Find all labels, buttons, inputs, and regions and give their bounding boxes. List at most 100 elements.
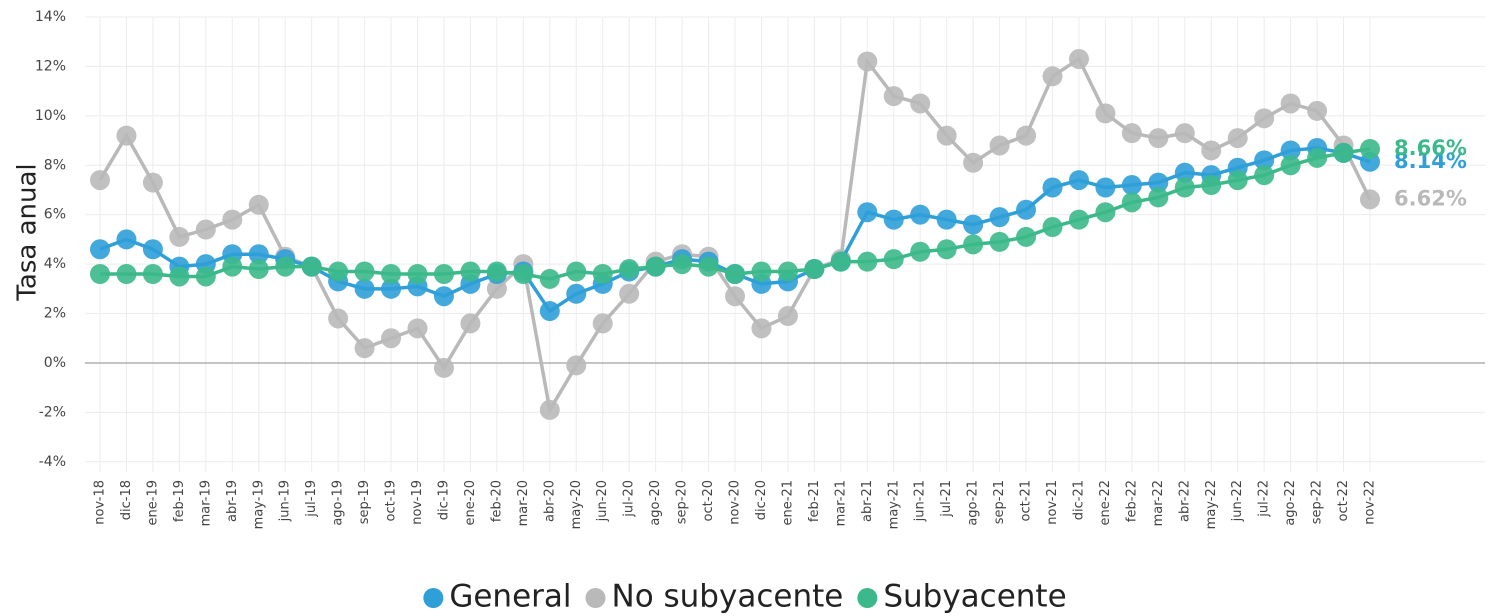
data-point bbox=[777, 261, 798, 282]
data-point bbox=[777, 305, 798, 326]
x-tick-label: nov-18 bbox=[93, 480, 108, 525]
data-point bbox=[142, 172, 163, 193]
data-point bbox=[1042, 177, 1063, 198]
legend-label: No subyacente bbox=[612, 579, 844, 615]
series: 6.62% bbox=[90, 49, 1467, 420]
data-point bbox=[513, 263, 534, 284]
y-tick-label: 0% bbox=[44, 355, 66, 371]
data-point bbox=[248, 194, 269, 215]
data-point bbox=[725, 263, 745, 284]
data-point bbox=[460, 261, 481, 282]
x-tick-label: mar-20 bbox=[516, 480, 531, 526]
data-point bbox=[1042, 66, 1063, 87]
x-tick-label: oct-20 bbox=[701, 480, 716, 521]
data-point bbox=[1227, 128, 1248, 149]
x-tick-label: sep-21 bbox=[992, 480, 1007, 524]
data-point bbox=[883, 249, 904, 270]
data-point bbox=[222, 209, 243, 230]
data-point bbox=[1068, 170, 1089, 191]
x-tick-label: jul-21 bbox=[939, 480, 954, 518]
data-point bbox=[645, 256, 666, 277]
data-point bbox=[751, 318, 772, 339]
data-point bbox=[698, 256, 719, 277]
data-point bbox=[989, 207, 1010, 228]
data-point bbox=[1280, 140, 1301, 161]
x-tick-label: dic-21 bbox=[1071, 480, 1086, 520]
data-point bbox=[1068, 49, 1089, 70]
data-point bbox=[1307, 100, 1328, 121]
x-tick-label: mar-21 bbox=[833, 480, 848, 526]
data-point bbox=[301, 256, 322, 277]
x-tick-label: feb-22 bbox=[1124, 480, 1139, 522]
data-point bbox=[1016, 226, 1037, 247]
data-point bbox=[672, 254, 693, 275]
x-tick-label: jul-22 bbox=[1257, 480, 1272, 518]
data-point bbox=[195, 219, 216, 240]
data-point bbox=[116, 229, 137, 250]
data-point bbox=[248, 244, 269, 265]
data-point bbox=[433, 357, 454, 378]
x-tick-label: nov-19 bbox=[410, 480, 425, 525]
y-tick-label: -4% bbox=[39, 454, 66, 470]
data-point bbox=[1068, 209, 1089, 230]
x-tick-label: jul-20 bbox=[622, 480, 637, 518]
data-point bbox=[381, 278, 402, 299]
x-tick-label: ene-20 bbox=[463, 480, 478, 525]
x-tick-label: may-22 bbox=[1204, 480, 1219, 529]
x-tick-label: abr-22 bbox=[1177, 480, 1192, 522]
data-point bbox=[1042, 217, 1063, 238]
data-point bbox=[486, 261, 507, 282]
data-point bbox=[1016, 125, 1037, 146]
data-point bbox=[1174, 123, 1195, 144]
data-point bbox=[90, 263, 110, 284]
x-tick-label: dic-18 bbox=[119, 480, 134, 520]
data-point bbox=[725, 286, 745, 307]
data-point bbox=[1254, 165, 1275, 186]
x-tick-label: nov-20 bbox=[728, 480, 743, 525]
data-point bbox=[1280, 93, 1301, 114]
legend-marker bbox=[585, 588, 606, 608]
data-point bbox=[936, 239, 957, 260]
data-point bbox=[1227, 170, 1248, 191]
y-tick-label: 2% bbox=[44, 306, 66, 322]
data-point bbox=[328, 308, 349, 329]
series: 8.66% bbox=[90, 136, 1467, 289]
data-point bbox=[830, 251, 851, 272]
data-point bbox=[963, 234, 984, 255]
value-label: 6.62% bbox=[1394, 186, 1467, 210]
data-point bbox=[195, 266, 216, 287]
data-point bbox=[804, 259, 825, 280]
data-point bbox=[1148, 128, 1169, 149]
data-point bbox=[248, 259, 269, 280]
data-point bbox=[857, 202, 878, 223]
data-point bbox=[1360, 138, 1380, 159]
data-point bbox=[116, 125, 137, 146]
x-tick-label: ago-19 bbox=[331, 480, 346, 526]
y-tick-label: 6% bbox=[44, 207, 66, 223]
data-point bbox=[751, 261, 772, 282]
x-tick-label: feb-21 bbox=[807, 480, 822, 522]
data-point bbox=[857, 51, 878, 72]
data-point bbox=[222, 256, 243, 277]
data-point bbox=[433, 263, 454, 284]
x-tick-label: may-20 bbox=[569, 480, 584, 529]
x-tick-label: sep-22 bbox=[1310, 480, 1325, 524]
data-point bbox=[539, 399, 560, 420]
data-point bbox=[989, 231, 1010, 252]
y-tick-label: 4% bbox=[44, 256, 66, 272]
data-point bbox=[566, 355, 587, 376]
legend-marker bbox=[423, 588, 444, 608]
y-axis-title: Tasa anual bbox=[13, 163, 43, 301]
x-tick-label: ene-22 bbox=[1098, 480, 1113, 525]
y-tick-label: -2% bbox=[39, 404, 66, 420]
data-point bbox=[1360, 189, 1380, 210]
data-point bbox=[381, 328, 402, 349]
x-tick-label: jun-19 bbox=[278, 480, 293, 522]
data-point bbox=[1307, 147, 1328, 168]
x-tick-label: jun-22 bbox=[1230, 480, 1245, 522]
data-point bbox=[460, 313, 481, 334]
y-tick-label: 10% bbox=[35, 108, 66, 124]
x-tick-label: sep-20 bbox=[675, 480, 690, 524]
data-point bbox=[539, 301, 560, 322]
data-point bbox=[1280, 155, 1301, 176]
